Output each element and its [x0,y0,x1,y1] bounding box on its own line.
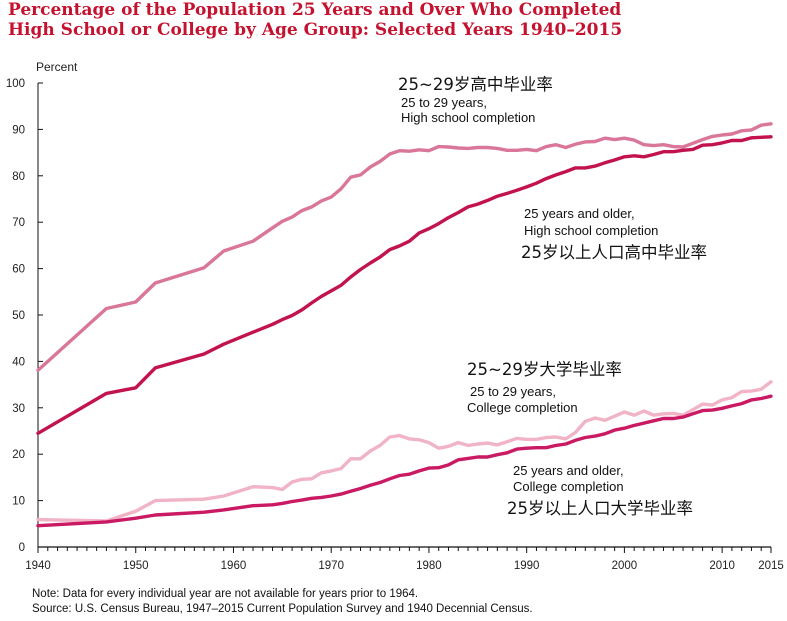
series-layer [36,122,773,528]
annotation-hs-25-29-en-1: 25 to 29 years, [401,95,487,110]
x-tick-label: 2015 [758,560,784,572]
y-tick-label: 60 [12,264,25,276]
source-text: Source: U.S. Census Bureau, 1947–2015 Cu… [32,603,533,615]
annotation-col-older-cn: 25岁以上人口大学毕业率 [507,499,693,518]
series-line-hs-25-older [36,135,773,435]
chart-notes: Note: Data for every individual year are… [32,587,533,617]
y-tick-label: 80 [12,171,25,183]
y-tick-label: 100 [6,78,25,90]
annotation-col-25-29-en-2: College completion [467,400,578,415]
note-text: Note: Data for every individual year are… [32,588,419,600]
y-axis: 0 10 20 30 40 50 60 70 80 90 100 [6,78,43,554]
annotation-hs-older-cn: 25岁以上人口高中毕业率 [521,243,707,262]
y-tick-label: 40 [12,356,25,368]
annotation-col-older-en-2: College completion [513,479,624,494]
x-tick-label: 2010 [709,560,735,572]
chart-title-line-2: High School or College by Age Group: Sel… [8,20,623,40]
y-tick-label: 30 [12,403,25,415]
x-tick-label: 1980 [416,560,442,572]
x-tick-label: 2000 [612,560,638,572]
y-tick-label: 50 [12,310,25,322]
annotation-hs-25-29-cn: 25~29岁高中毕业率 [398,75,553,94]
annotation-col-older-en-1: 25 years and older, [513,463,624,478]
chart-title-line-1: Percentage of the Population 25 Years an… [8,0,622,20]
annotation-hs-25-29-en-2: High school completion [401,110,535,125]
y-axis-label: Percent [36,60,78,74]
annotation-col-25-29-en-1: 25 to 29 years, [470,384,556,399]
series-line-hs-25-29 [36,122,773,372]
y-tick-label: 0 [19,542,25,554]
x-tick-label: 1970 [318,560,344,572]
x-tick-label: 1950 [123,560,149,572]
annotation-hs-older-en-1: 25 years and older, [524,206,635,221]
y-tick-label: 90 [12,124,25,136]
annotation-hs-older-en-2: High school completion [524,223,658,238]
y-tick-label: 10 [12,496,25,508]
x-tick-label: 1990 [514,560,540,572]
series-line-college-25-29 [36,380,773,523]
chart-title: Percentage of the Population 25 Years an… [8,0,778,40]
y-tick-label: 70 [12,217,25,229]
series-line-college-25-older [36,394,773,528]
x-tick-label: 1960 [221,560,247,572]
x-tick-label: 1940 [25,560,51,572]
x-axis: 1940 1950 1960 1970 1980 1990 2000 2010 2015 [25,546,784,572]
annotation-col-25-29-cn: 25~29岁大学毕业率 [467,360,622,379]
y-tick-label: 20 [12,449,25,461]
